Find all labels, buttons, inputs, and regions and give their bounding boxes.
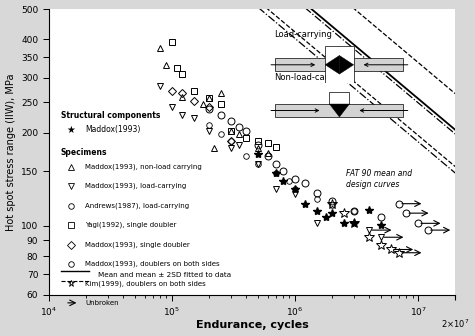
X-axis label: Endurance, cycles: Endurance, cycles (196, 321, 308, 330)
Y-axis label: Hot spot stress range (IIW), MPa: Hot spot stress range (IIW), MPa (6, 73, 16, 231)
Text: FAT 90 mean and
design curves: FAT 90 mean and design curves (345, 169, 412, 188)
Text: Unbroken: Unbroken (86, 300, 119, 306)
Text: Maddox(1993), load-carrying: Maddox(1993), load-carrying (86, 183, 187, 190)
Text: Maddox(1993), non-load carrying: Maddox(1993), non-load carrying (86, 164, 202, 170)
Text: Andrews(1987), load-carrying: Andrews(1987), load-carrying (86, 202, 190, 209)
Text: Non-load-carrying: Non-load-carrying (275, 73, 350, 82)
Text: ★: ★ (67, 125, 76, 135)
Text: Kim(1999), doublers on both sides: Kim(1999), doublers on both sides (86, 280, 206, 287)
Text: Maddox(1993), doublers on both sides: Maddox(1993), doublers on both sides (86, 261, 220, 267)
Text: Load-carrying: Load-carrying (275, 30, 332, 39)
Text: Maddox(1993), single doubler: Maddox(1993), single doubler (86, 241, 190, 248)
Text: Yagi(1992), single doubler: Yagi(1992), single doubler (86, 222, 177, 228)
Text: Maddox(1993): Maddox(1993) (86, 125, 141, 134)
Text: Structural components: Structural components (61, 111, 161, 120)
Text: Mean and mean ± 2SD fitted to data: Mean and mean ± 2SD fitted to data (97, 272, 231, 279)
Text: Specimens: Specimens (61, 148, 107, 157)
